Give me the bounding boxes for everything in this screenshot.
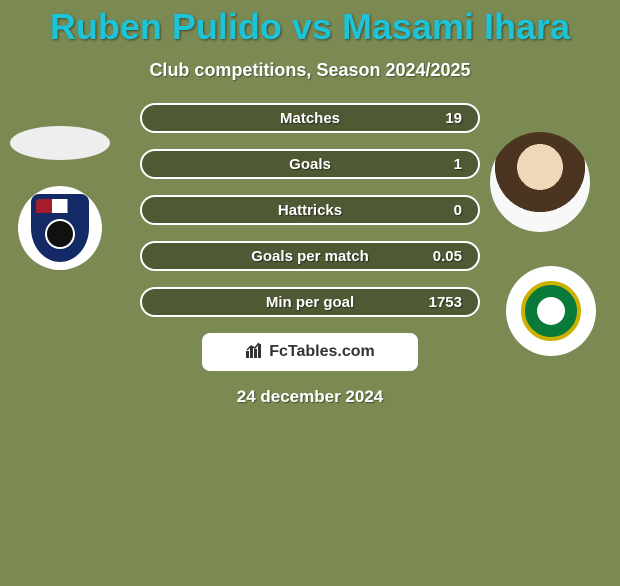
stat-right-value: 0 [454, 202, 462, 219]
stat-right-value: 1 [454, 156, 462, 173]
stat-row: Hattricks 0 [140, 195, 480, 225]
stat-label: Min per goal [266, 294, 354, 311]
stat-row: Matches 19 [140, 103, 480, 133]
stat-row: Goals 1 [140, 149, 480, 179]
chart-icon [245, 341, 263, 364]
attribution-text: FcTables.com [269, 343, 375, 361]
attribution-badge: FcTables.com [202, 333, 418, 371]
stat-right-value: 1753 [429, 294, 462, 311]
stat-right-value: 0.05 [433, 248, 462, 265]
subtitle: Club competitions, Season 2024/2025 [0, 60, 620, 81]
club-logo-left [18, 186, 102, 270]
stats-list: Matches 19 Goals 1 Hattricks 0 Goals per match… [140, 103, 480, 317]
stat-label: Matches [280, 110, 340, 127]
stat-label: Goals [289, 156, 331, 173]
stat-label: Goals per match [251, 248, 369, 265]
stat-row: Min per goal 1753 [140, 287, 480, 317]
player-avatar-right [490, 132, 590, 232]
club-logo-right [506, 266, 596, 356]
stat-right-value: 19 [445, 110, 462, 127]
player-avatar-left [10, 126, 110, 160]
stat-label: Hattricks [278, 202, 342, 219]
date-text: 24 december 2024 [0, 387, 620, 407]
stat-row: Goals per match 0.05 [140, 241, 480, 271]
page-title: Ruben Pulido vs Masami Ihara [0, 6, 620, 48]
